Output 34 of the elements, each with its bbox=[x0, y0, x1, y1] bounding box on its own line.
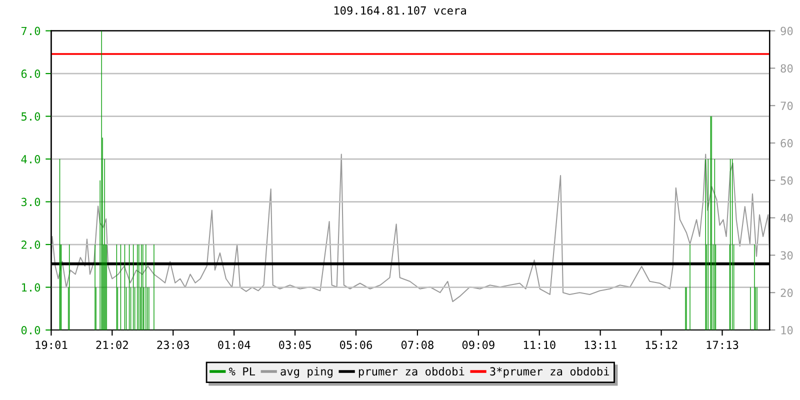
y2-tick-label: 80 bbox=[780, 64, 793, 73]
x-tick-label: 05:06 bbox=[340, 340, 372, 350]
x-tick-label: 21:02 bbox=[96, 340, 128, 350]
x-tick-label: 15:12 bbox=[646, 340, 678, 350]
y2-tick-label: 40 bbox=[780, 214, 793, 222]
y-tick-label: 7.0 bbox=[21, 26, 40, 36]
legend-label: % PL bbox=[228, 367, 256, 376]
x-tick-label: 01:04 bbox=[218, 340, 250, 350]
legend-label: 3*prumer za obdobi bbox=[490, 366, 610, 378]
y2-tick-label: 20 bbox=[780, 288, 793, 298]
y-tick-label: 6.0 bbox=[21, 70, 40, 78]
x-tick-label: 23:03 bbox=[157, 340, 190, 350]
chart-title: 109.164.81.107 vcera bbox=[334, 6, 466, 15]
x-tick-label: 09:09 bbox=[462, 340, 494, 350]
x-tick-label: 19:01 bbox=[36, 340, 68, 350]
legend-label: avg ping bbox=[280, 366, 332, 378]
legend-label: prumer za obdobi bbox=[358, 366, 464, 378]
y2-tick-label: 60 bbox=[780, 139, 793, 148]
y2-tick-label: 50 bbox=[780, 176, 793, 185]
y-tick-label: 2.0 bbox=[22, 240, 40, 249]
y-tick-label: 4.0 bbox=[21, 155, 40, 164]
y2-tick-label: 70 bbox=[780, 102, 793, 110]
y2-tick-label: 10 bbox=[781, 326, 793, 334]
y2-tick-label: 90 bbox=[780, 26, 793, 36]
y-tick-label: 1.0 bbox=[22, 283, 40, 292]
x-tick-label: 07:08 bbox=[401, 340, 434, 350]
y-tick-label: 0.0 bbox=[21, 326, 40, 334]
y2-tick-label: 30 bbox=[780, 251, 793, 260]
y-tick-label: 3.0 bbox=[21, 198, 40, 206]
x-tick-label: 13:11 bbox=[584, 340, 616, 350]
y-tick-label: 5.0 bbox=[21, 112, 40, 121]
x-tick-label: 17:13 bbox=[706, 340, 738, 350]
x-tick-label: 03:05 bbox=[279, 340, 311, 350]
x-tick-label: 11:10 bbox=[524, 340, 556, 350]
